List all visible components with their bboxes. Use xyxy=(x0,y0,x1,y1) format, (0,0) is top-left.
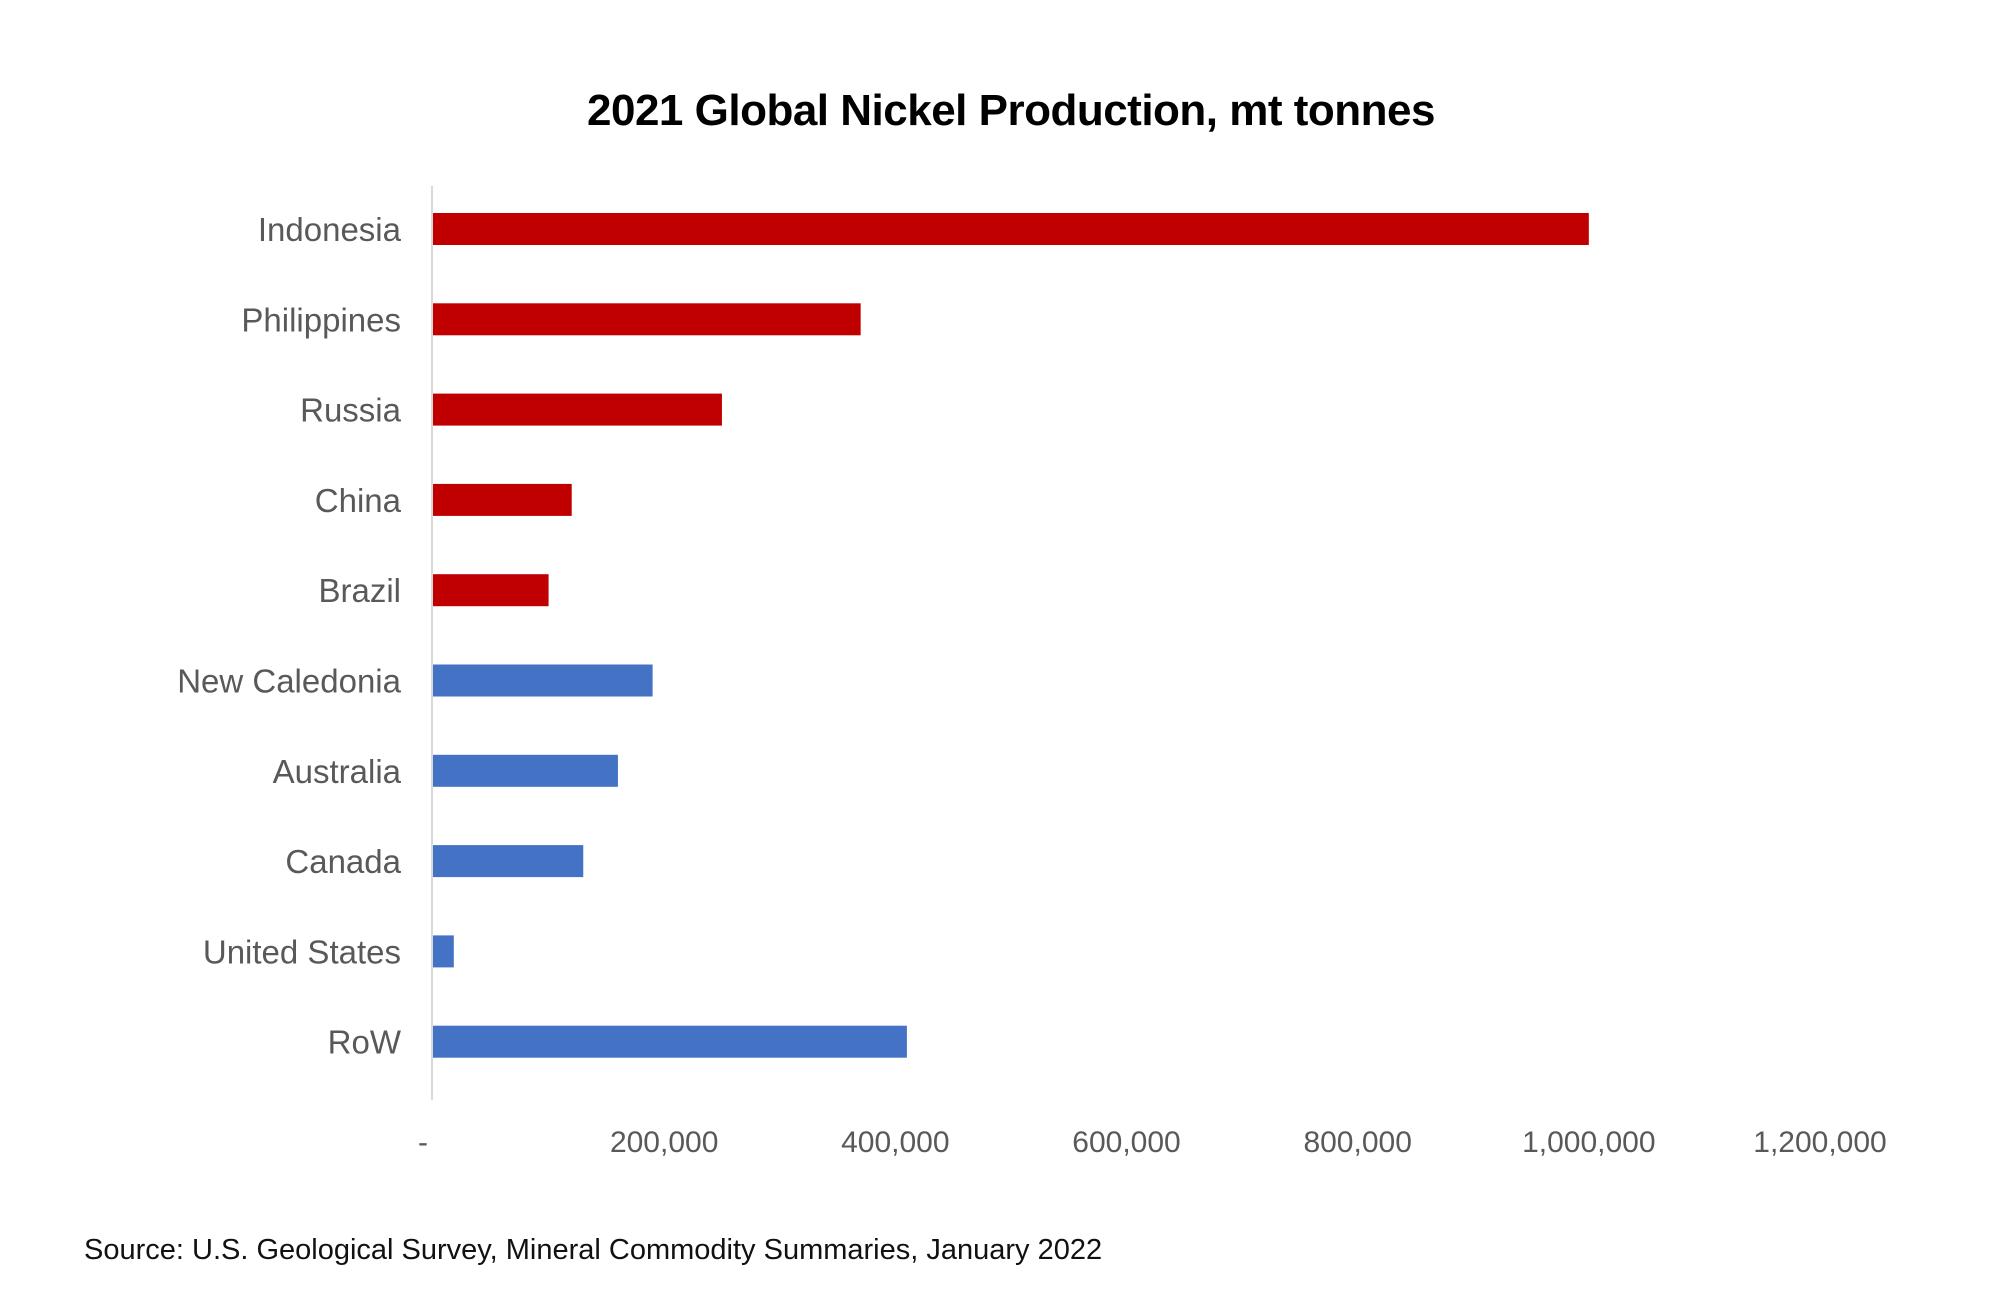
chart-title: 2021 Global Nickel Production, mt tonnes xyxy=(587,86,1435,135)
x-tick-label: 1,000,000 xyxy=(1522,1126,1655,1159)
x-tick-label: 400,000 xyxy=(841,1126,949,1159)
category-label: Indonesia xyxy=(258,211,402,248)
bar-australia xyxy=(433,754,618,787)
x-tick-label: 800,000 xyxy=(1303,1126,1411,1159)
category-label: Philippines xyxy=(241,301,401,338)
bar-philippines xyxy=(433,303,861,336)
bar-canada xyxy=(433,845,584,878)
bar-new-caledonia xyxy=(433,664,653,697)
bar-china xyxy=(433,483,572,516)
bar-indonesia xyxy=(433,213,1589,245)
category-label: New Caledonia xyxy=(177,663,401,700)
category-label: Canada xyxy=(285,843,401,880)
category-label: Russia xyxy=(300,392,402,429)
category-label: RoW xyxy=(328,1024,402,1061)
category-label: Brazil xyxy=(318,572,401,609)
bar-row xyxy=(433,1025,907,1058)
category-label: China xyxy=(315,482,402,519)
source-note: Source: U.S. Geological Survey, Mineral … xyxy=(84,1234,1103,1266)
x-tick-label: 200,000 xyxy=(610,1126,718,1159)
bar-united-states xyxy=(433,935,454,968)
category-label: Australia xyxy=(273,753,402,790)
x-tick-label: - xyxy=(418,1126,428,1159)
x-tick-label: 1,200,000 xyxy=(1753,1126,1886,1159)
x-tick-label: 600,000 xyxy=(1072,1126,1180,1159)
category-label: United States xyxy=(203,933,401,970)
bar-brazil xyxy=(433,574,549,607)
bar-russia xyxy=(433,393,722,426)
